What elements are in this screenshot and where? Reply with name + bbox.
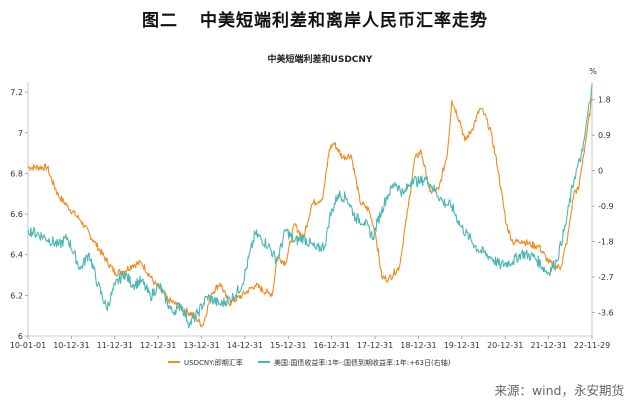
right-tick-label: -3.6 — [598, 308, 614, 317]
x-tick-label: 15-12-31 — [270, 341, 306, 350]
x-tick-label: 10-01-01 — [10, 341, 46, 350]
x-tick-label: 22-11-29 — [574, 341, 610, 350]
legend-label-spread: 美国:国债收益率:1年-:国债到期收益率:1年:+63日(右轴) — [274, 358, 451, 367]
left-tick-label: 6 — [18, 332, 23, 341]
x-tick-label: 11-12-31 — [97, 341, 133, 350]
right-tick-label: 0.9 — [598, 131, 611, 140]
source-note: 来源：wind，永安期货 — [494, 383, 624, 398]
legend: USDCNY:即期汇率 美国:国债收益率:1年-:国债到期收益率:1年:+63日… — [168, 358, 451, 367]
figure-label: 图二 — [142, 11, 178, 31]
x-tick-label: 18-12-31 — [400, 341, 436, 350]
right-tick-label: 0 — [598, 167, 603, 176]
x-tick-label: 16-12-31 — [314, 341, 350, 350]
series-layer — [27, 83, 593, 329]
figure-title-text: 中美短端利差和离岸人民币汇率走势 — [200, 11, 488, 31]
right-tick-label: 1.8 — [598, 96, 611, 105]
left-tick-label: 6.2 — [10, 291, 23, 300]
axis-ticks: 6 6.2 6.4 6.6 6.8 7 7.2 1.8 0.9 0 -0.9 -1.8 -2.7 -3.6… — [10, 88, 614, 350]
x-tick-label: 14-12-31 — [227, 341, 263, 350]
left-tick-label: 7 — [18, 129, 23, 138]
chart-title: 中美短端利差和USDCNY — [268, 53, 373, 65]
x-tick-label: 13-12-31 — [183, 341, 219, 350]
right-tick-label: -2.7 — [598, 273, 614, 282]
left-tick-label: 7.2 — [10, 88, 23, 97]
x-tick-label: 21-12-31 — [530, 341, 566, 350]
x-tick-label: 12-12-31 — [140, 341, 176, 350]
right-tick-label: -1.8 — [598, 237, 614, 246]
x-tick-label: 20-12-31 — [487, 341, 523, 350]
x-tick-label: 17-12-31 — [357, 341, 393, 350]
figure-title: 图二 中美短端利差和离岸人民币汇率走势 — [0, 6, 630, 31]
left-tick-label: 6.8 — [10, 169, 23, 178]
x-tick-label: 10-12-31 — [53, 341, 89, 350]
x-tick-label: 19-12-31 — [444, 341, 480, 350]
right-tick-label: -0.9 — [598, 202, 614, 211]
left-tick-label: 6.6 — [10, 210, 23, 219]
left-tick-label: 6.4 — [10, 251, 23, 260]
series-line-rate-spread — [27, 83, 593, 329]
legend-label-usdcny: USDCNY:即期汇率 — [184, 358, 243, 367]
right-axis-unit: % — [589, 67, 597, 76]
